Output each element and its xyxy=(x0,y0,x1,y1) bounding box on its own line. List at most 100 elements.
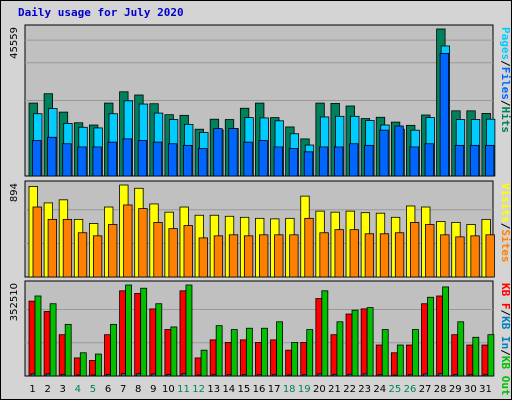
bar-kb-out xyxy=(230,329,238,377)
bar-kb-f xyxy=(28,300,36,377)
bar-kb-f xyxy=(209,339,217,377)
bar-kb-f xyxy=(406,344,413,377)
bar-files xyxy=(183,144,193,177)
bar-files xyxy=(137,140,148,177)
bar-files xyxy=(394,125,404,177)
bar-sites xyxy=(259,234,269,278)
bar-files xyxy=(258,140,268,177)
x-tick-label: 18 xyxy=(283,384,296,395)
bar-files xyxy=(167,143,178,177)
x-tick-label: 19 xyxy=(298,384,311,395)
bar-kb-out xyxy=(170,326,178,377)
x-tick-label: 23 xyxy=(358,384,371,395)
bar-kb-out xyxy=(140,287,148,377)
bar-kb-f xyxy=(149,308,157,377)
bar-sites xyxy=(455,236,465,278)
bar-kb-f xyxy=(466,344,474,377)
bar-sites xyxy=(470,235,480,278)
bar-kb-f xyxy=(451,334,459,377)
x-tick-label: 13 xyxy=(207,384,220,395)
bar-files xyxy=(469,144,480,177)
bar-kb-f xyxy=(104,334,111,377)
bar-files xyxy=(454,144,465,177)
bar-kb-f xyxy=(375,344,383,377)
y-max-label: 352510 xyxy=(9,283,20,321)
bar-kb-f xyxy=(436,295,444,377)
bar-files xyxy=(379,129,389,177)
x-tick-label: 15 xyxy=(238,384,251,395)
bar-kb-out xyxy=(49,303,57,377)
bar-kb-f xyxy=(360,308,368,377)
chart-title: Daily usage for July 2020 xyxy=(18,6,184,19)
bar-kb-out xyxy=(185,284,193,377)
bar-kb-out xyxy=(125,284,132,377)
bar-kb-f xyxy=(421,303,428,377)
bar-sites xyxy=(77,232,88,278)
bar-files xyxy=(439,52,450,177)
bar-kb-f xyxy=(164,329,172,377)
bar-sites xyxy=(92,235,103,278)
bar-kb-f xyxy=(300,342,308,377)
series-legend: Visits/Sites xyxy=(499,183,512,263)
x-tick-label: 7 xyxy=(120,384,126,395)
bar-kb-f xyxy=(194,357,202,377)
bar-kb-out xyxy=(457,321,465,377)
bar-kb-f xyxy=(345,313,353,377)
bar-kb-out xyxy=(276,321,283,377)
bar-kb-out xyxy=(94,353,102,377)
bar-kb-f xyxy=(119,290,126,377)
series-legend: KB F/KB In/KB Out xyxy=(499,283,512,396)
bar-sites xyxy=(364,233,375,278)
bar-kb-f xyxy=(43,311,51,377)
bar-sites xyxy=(334,229,344,278)
bar-files xyxy=(273,146,283,177)
bar-sites xyxy=(198,237,208,278)
bar-kb-out xyxy=(291,342,299,377)
bar-files xyxy=(409,146,419,177)
bar-kb-f xyxy=(179,290,187,377)
bar-sites xyxy=(319,232,329,278)
x-tick-label: 24 xyxy=(373,384,386,395)
x-tick-label: 11 xyxy=(177,384,190,395)
bar-kb-out xyxy=(442,286,450,377)
bar-kb-f xyxy=(224,342,232,377)
bar-files xyxy=(318,146,329,177)
bar-sites xyxy=(123,204,133,278)
bar-files xyxy=(288,148,299,177)
bar-sites xyxy=(228,234,239,278)
bar-sites xyxy=(425,224,435,278)
bar-kb-out xyxy=(200,349,208,377)
x-tick-label: 6 xyxy=(105,384,111,395)
x-tick-label: 17 xyxy=(268,384,281,395)
bar-kb-out xyxy=(412,329,419,377)
bar-sites xyxy=(62,218,73,278)
bar-sites xyxy=(168,228,178,278)
x-tick-label: 28 xyxy=(434,384,447,395)
bar-kb-out xyxy=(336,321,344,377)
x-tick-label: 25 xyxy=(389,384,402,395)
bar-kb-f xyxy=(58,334,66,377)
x-tick-label: 31 xyxy=(479,384,492,395)
bar-kb-f xyxy=(481,344,489,377)
x-tick-label: 26 xyxy=(404,384,417,395)
bar-files xyxy=(303,151,314,177)
bar-files xyxy=(62,143,72,177)
x-tick-label: 14 xyxy=(222,384,235,395)
bar-sites xyxy=(349,229,359,278)
bar-sites xyxy=(394,232,405,278)
bar-files xyxy=(47,136,57,177)
x-tick-label: 16 xyxy=(253,384,266,395)
x-tick-label: 8 xyxy=(135,384,141,395)
bar-files xyxy=(32,140,42,177)
bar-kb-f xyxy=(134,292,142,377)
bar-files xyxy=(485,144,495,177)
bar-kb-out xyxy=(110,323,117,377)
bar-sites xyxy=(32,206,42,278)
bar-sites xyxy=(153,222,163,278)
bar-sites xyxy=(274,234,284,278)
bar-sites xyxy=(379,233,390,278)
x-tick-label: 9 xyxy=(150,384,156,395)
bar-kb-f xyxy=(390,352,398,377)
bar-kb-out xyxy=(487,334,495,377)
